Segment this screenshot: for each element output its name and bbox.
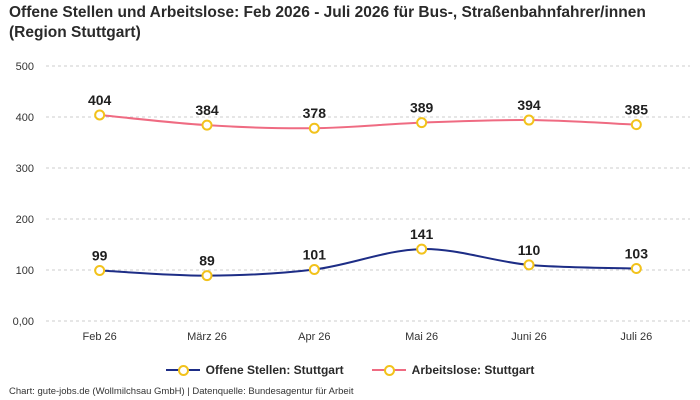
- data-label-arbeitslose-stuttgart: 385: [625, 102, 649, 118]
- series-line-arbeitslose-stuttgart: [99, 113, 637, 130]
- data-label-arbeitslose-stuttgart: 378: [303, 105, 327, 121]
- x-tick-label: Apr 26: [298, 331, 330, 343]
- grid-lines: [46, 65, 690, 322]
- line-chart: 0,00 100 200 300 400 500 Feb 26 März 26 Apr 26 M…: [13, 61, 690, 343]
- data-point-offene-stellen-stuttgart[interactable]: [523, 259, 535, 271]
- x-tick-label: Feb 26: [83, 331, 117, 343]
- data-label-offene-stellen-stuttgart: 141: [410, 226, 434, 242]
- data-label-offene-stellen-stuttgart: 103: [625, 245, 649, 261]
- y-tick-label: 200: [16, 214, 34, 226]
- series-line-offene-stellen-stuttgart: [99, 248, 637, 277]
- legend-swatch-arbeitslose: [371, 363, 406, 377]
- legend-item-offene-stellen[interactable]: Offene Stellen: Stuttgart: [165, 363, 344, 377]
- data-point-arbeitslose-stuttgart[interactable]: [201, 119, 213, 131]
- x-tick-label: Mai 26: [405, 331, 438, 343]
- legend: Offene Stellen: Stuttgart Arbeitslose: S…: [0, 363, 700, 377]
- source-footer: Chart: gute-jobs.de (Wollmilchsau GmbH) …: [9, 386, 354, 397]
- y-tick-label: 300: [16, 163, 34, 175]
- y-tick-label: 400: [16, 112, 34, 124]
- x-axis: Feb 26 März 26 Apr 26 Mai 26 Juni 26 Juli 26: [83, 331, 653, 343]
- x-tick-label: Juni 26: [511, 331, 546, 343]
- series-layer: [94, 109, 642, 282]
- data-point-offene-stellen-stuttgart[interactable]: [416, 243, 428, 255]
- x-tick-label: Juli 26: [620, 331, 652, 343]
- data-point-arbeitslose-stuttgart[interactable]: [523, 114, 535, 126]
- legend-label-arbeitslose: Arbeitslose: Stuttgart: [411, 363, 535, 377]
- data-label-offene-stellen-stuttgart: 101: [303, 246, 327, 262]
- data-point-arbeitslose-stuttgart[interactable]: [416, 117, 428, 129]
- data-point-offene-stellen-stuttgart[interactable]: [94, 265, 106, 277]
- x-tick-label: März 26: [187, 331, 227, 343]
- data-label-offene-stellen-stuttgart: 99: [92, 248, 108, 264]
- chart-title: Offene Stellen und Arbeitslose: Feb 2026…: [9, 4, 646, 41]
- data-label-arbeitslose-stuttgart: 404: [88, 92, 112, 108]
- y-tick-label: 500: [16, 61, 34, 73]
- legend-label-offene-stellen: Offene Stellen: Stuttgart: [205, 363, 344, 377]
- data-point-offene-stellen-stuttgart[interactable]: [630, 262, 642, 274]
- data-label-offene-stellen-stuttgart: 89: [199, 253, 215, 269]
- data-label-arbeitslose-stuttgart: 389: [410, 100, 434, 116]
- data-label-arbeitslose-stuttgart: 394: [517, 97, 541, 113]
- data-point-arbeitslose-stuttgart[interactable]: [630, 119, 642, 131]
- y-tick-label: 100: [16, 265, 34, 277]
- y-tick-label: 0,00: [13, 316, 34, 328]
- data-point-arbeitslose-stuttgart[interactable]: [94, 109, 106, 121]
- legend-swatch-offene-stellen: [165, 363, 200, 377]
- data-point-offene-stellen-stuttgart[interactable]: [308, 263, 320, 275]
- data-label-arbeitslose-stuttgart: 384: [195, 102, 219, 118]
- data-labels: 99 89 101 141 110 103 404 384 378 389 394 385: [88, 92, 648, 269]
- data-point-offene-stellen-stuttgart[interactable]: [201, 270, 213, 282]
- legend-item-arbeitslose[interactable]: Arbeitslose: Stuttgart: [371, 363, 535, 377]
- data-label-offene-stellen-stuttgart: 110: [518, 242, 541, 258]
- y-axis: 0,00 100 200 300 400 500: [13, 61, 34, 328]
- data-point-arbeitslose-stuttgart[interactable]: [308, 122, 320, 134]
